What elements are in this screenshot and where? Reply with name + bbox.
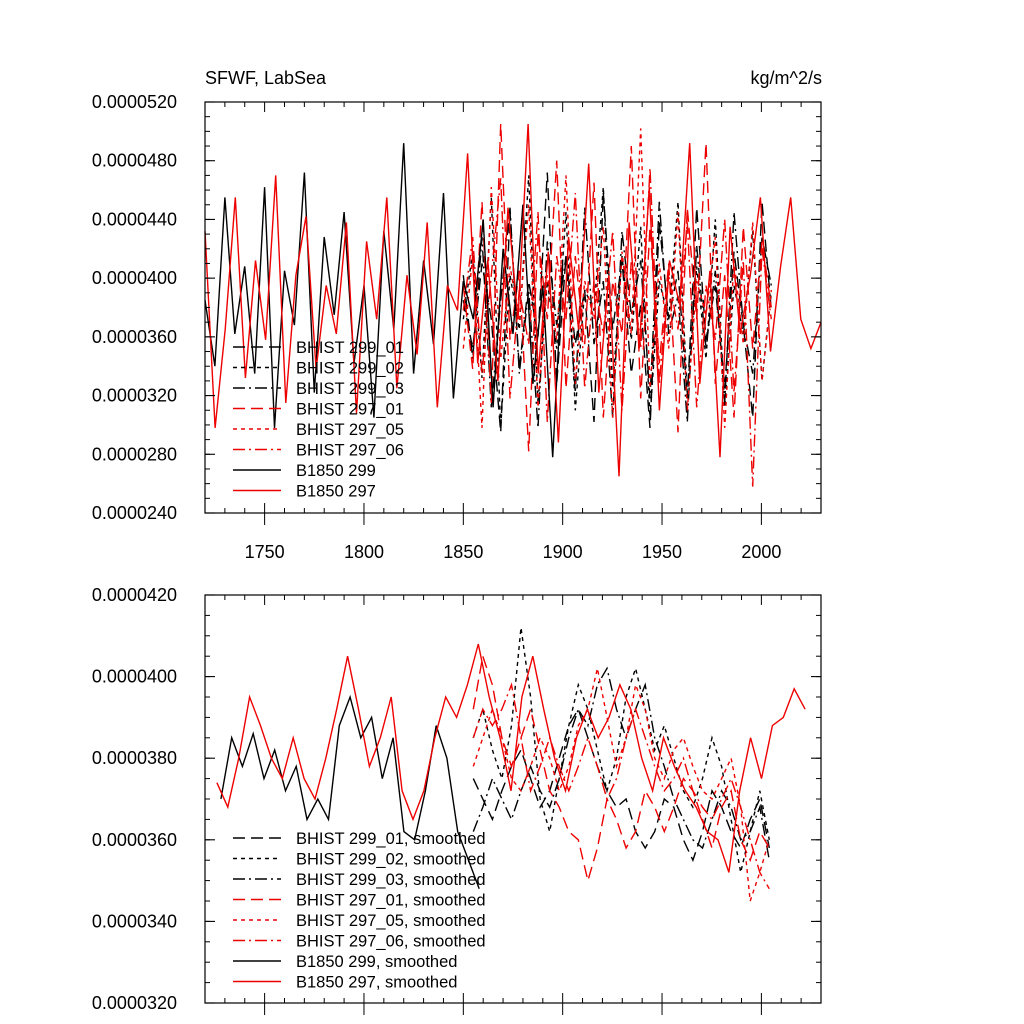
top-series-group: [204, 123, 822, 487]
legend-label: B1850 297: [296, 483, 376, 501]
series-line-b1850-297: [204, 123, 822, 477]
figure-title: SFWF, LabSea: [205, 68, 327, 88]
legend-label: BHIST 299_01, smoothed: [296, 830, 486, 848]
x-tick-label: 1900: [543, 542, 583, 562]
top-axes-group: 0.0000240 0.0000280 0.0000320 0.0000360 0.00…: [92, 92, 822, 562]
x-tick-label: 1850: [443, 542, 483, 562]
x-tick-label: 1800: [344, 542, 384, 562]
y-tick-label: 0.0000400: [92, 268, 177, 288]
y-tick-label: 0.0000360: [92, 830, 177, 850]
series-line-bhist-299-02-smoothed: [472, 627, 770, 873]
legend-label: BHIST 299_02: [296, 360, 404, 378]
legend-label: BHIST 297_05, smoothed: [296, 912, 486, 930]
y-tick-label: 0.0000420: [92, 585, 177, 605]
legend-label: BHIST 297_01: [296, 401, 404, 419]
series-line-bhist-297-05: [462, 128, 772, 428]
panel-top: 0.0000240 0.0000280 0.0000320 0.0000360 0.00…: [92, 92, 822, 562]
series-line-bhist-297-05-smoothed: [472, 668, 770, 902]
y-tick-label: 0.0000520: [92, 92, 177, 112]
legend-label: BHIST 297_06: [296, 442, 404, 460]
legend-label: BHIST 297_01, smoothed: [296, 892, 486, 910]
x-tick-label: 1750: [245, 542, 285, 562]
top-legend: BHIST 299_01 BHIST 299_02 BHIST 299_03 BHIS…: [233, 339, 404, 501]
series-line-bhist-297-06-smoothed: [472, 682, 770, 890]
series-line-bhist-297-06: [462, 168, 772, 487]
legend-label: B1850 299, smoothed: [296, 953, 457, 971]
panel-bottom: 0.0000320 0.0000340 0.0000360 0.0000380 0.00…: [92, 585, 822, 1015]
y-tick-label: 0.0000340: [92, 911, 177, 931]
legend-label: BHIST 299_01: [296, 339, 404, 357]
bottom-legend: BHIST 299_01, smoothed BHIST 299_02, smoo…: [233, 830, 486, 992]
series-line-bhist-299-03-smoothed: [472, 666, 770, 861]
legend-label: B1850 297, smoothed: [296, 974, 457, 992]
series-line-bhist-299-01-smoothed: [472, 707, 770, 863]
y-tick-label: 0.0000440: [92, 209, 177, 229]
y-tick-label: 0.0000240: [92, 503, 177, 523]
y-tick-label: 0.0000360: [92, 327, 177, 347]
figure-units: kg/m^2/s: [751, 68, 822, 88]
series-line-bhist-297-01-smoothed: [472, 655, 770, 884]
series-line-b1850-297-smoothed: [216, 643, 806, 873]
legend-label: BHIST 297_05: [296, 421, 404, 439]
series-line-b1850-299-smoothed: [220, 694, 480, 890]
y-tick-label: 0.0000280: [92, 444, 177, 464]
legend-label: BHIST 297_06, smoothed: [296, 933, 486, 951]
legend-label: BHIST 299_03: [296, 380, 404, 398]
bottom-axes-group: 0.0000320 0.0000340 0.0000360 0.0000380 0.00…: [92, 585, 822, 1015]
legend-label: B1850 299: [296, 462, 376, 480]
y-tick-label: 0.0000480: [92, 151, 177, 171]
bottom-series-group: [216, 627, 806, 902]
x-tick-label: 2000: [741, 542, 781, 562]
legend-label: BHIST 299_03, smoothed: [296, 871, 486, 889]
y-tick-label: 0.0000380: [92, 748, 177, 768]
y-tick-label: 0.0000320: [92, 993, 177, 1013]
x-tick-label: 1950: [642, 542, 682, 562]
y-tick-label: 0.0000400: [92, 667, 177, 687]
legend-label: BHIST 299_02, smoothed: [296, 851, 486, 869]
y-tick-label: 0.0000320: [92, 386, 177, 406]
